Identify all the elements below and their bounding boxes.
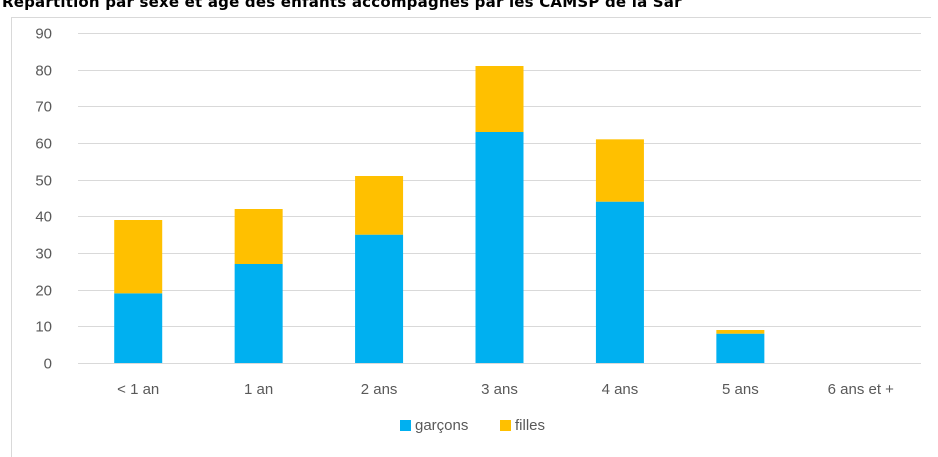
bar-garcons-5 — [716, 333, 765, 363]
legend-label-filles: filles — [515, 417, 545, 434]
legend-swatch-garcons — [400, 420, 411, 431]
x-tick-label: 6 ans et + — [828, 381, 895, 398]
y-tick-label: 60 — [35, 136, 52, 153]
y-tick-label: 90 — [35, 26, 52, 43]
bar-garcons-4 — [595, 201, 644, 363]
x-tick-label: 1 an — [244, 381, 273, 398]
y-tick-label: 0 — [44, 356, 52, 373]
x-tick-label: < 1 an — [117, 381, 159, 398]
bar-filles-5 — [716, 330, 765, 334]
y-tick-label: 50 — [35, 173, 52, 190]
bar-garcons-2 — [355, 234, 404, 363]
bar-filles-1 — [234, 209, 283, 264]
x-tick-label: 5 ans — [722, 381, 759, 398]
y-tick-label: 30 — [35, 246, 52, 263]
x-tick-label: 2 ans — [361, 381, 398, 398]
y-tick-label: 10 — [35, 319, 52, 336]
y-tick-label: 20 — [35, 283, 52, 300]
legend-label-garcons: garçons — [415, 417, 468, 434]
bar-filles-3 — [475, 66, 524, 132]
y-tick-label: 80 — [35, 63, 52, 80]
chart-title: Répartition par sexe et âge des enfants … — [2, 0, 682, 11]
legend-swatch-filles — [500, 420, 511, 431]
y-tick-label: 70 — [35, 99, 52, 116]
bar-filles-2 — [355, 176, 404, 235]
bar-garcons-0 — [114, 293, 163, 363]
bar-filles-4 — [595, 139, 644, 202]
x-tick-label: 3 ans — [481, 381, 518, 398]
x-tick-label: 4 ans — [602, 381, 639, 398]
bar-garcons-3 — [475, 132, 524, 363]
chart-panel — [11, 17, 931, 457]
bar-filles-0 — [114, 220, 163, 294]
bar-garcons-1 — [234, 264, 283, 363]
y-tick-label: 40 — [35, 209, 52, 226]
